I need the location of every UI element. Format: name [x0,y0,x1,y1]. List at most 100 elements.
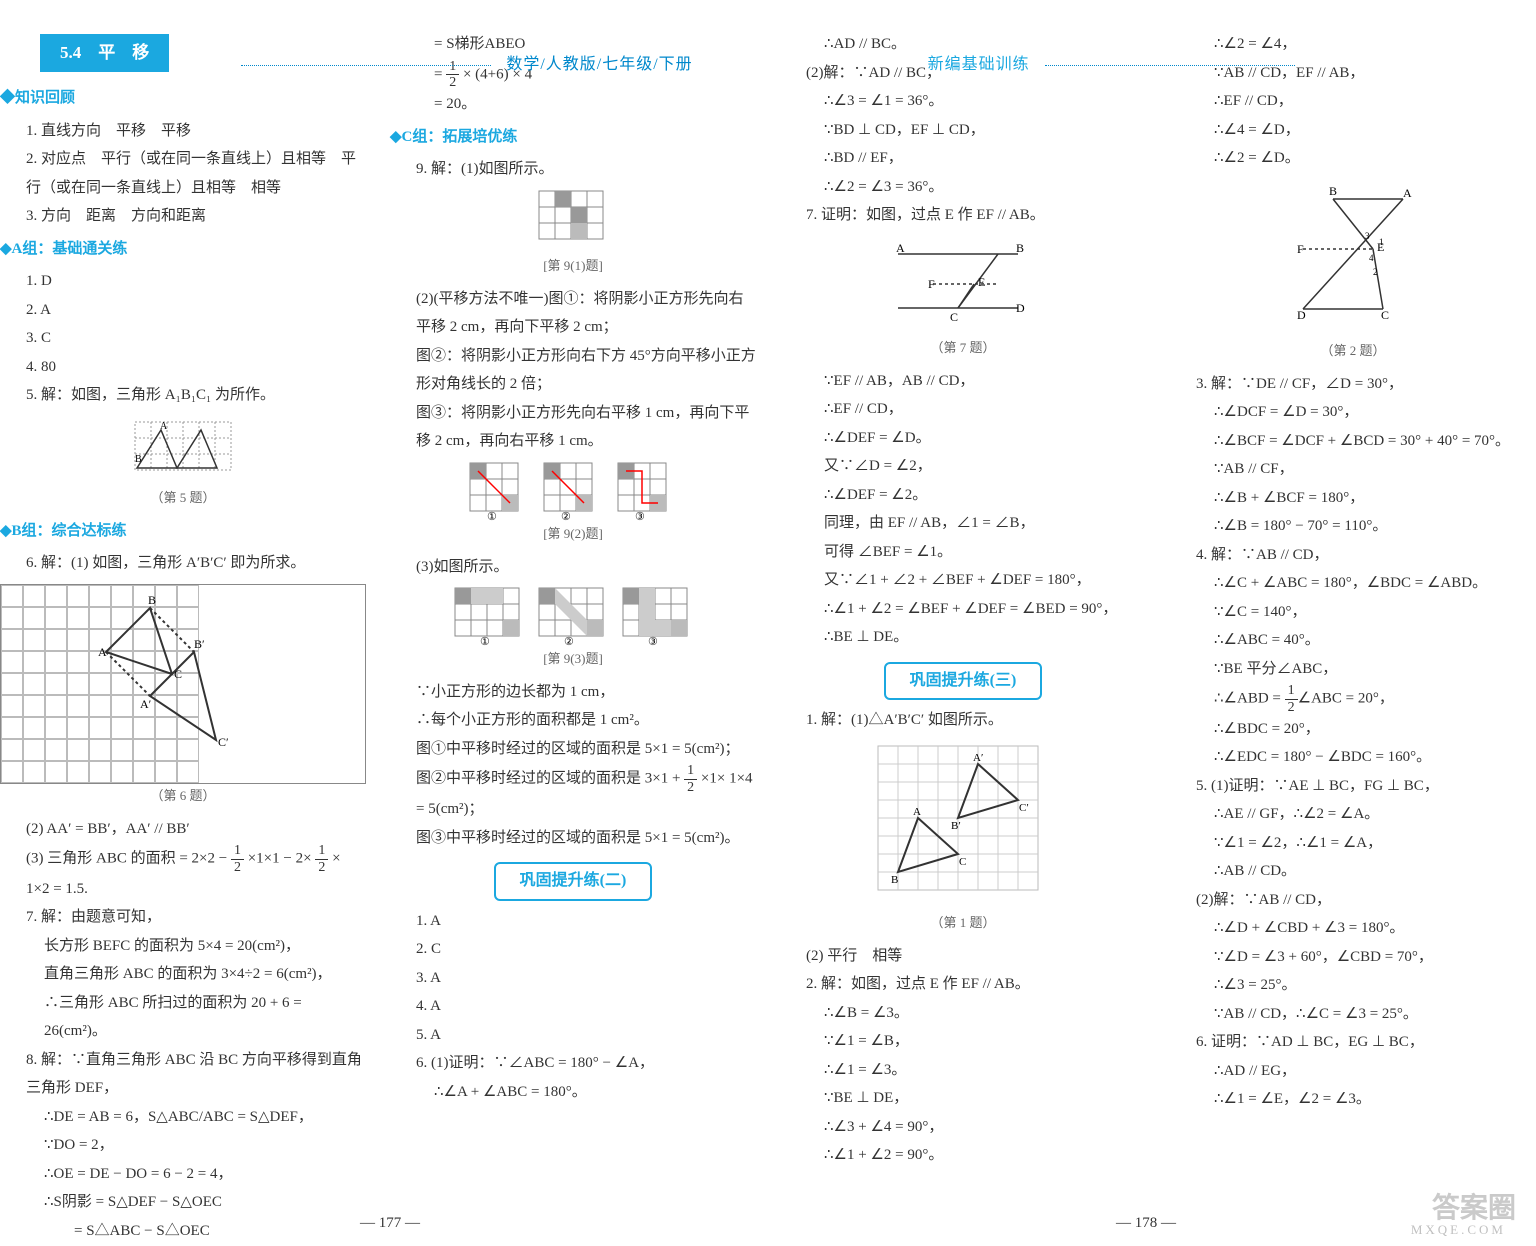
fig6-caption: （第 6 题） [0,784,366,809]
svg-text:A: A [1403,186,1412,200]
q2-caption: （第 2 题） [1170,339,1536,364]
p2-item: 3. A [390,964,756,993]
a-item: 3. C [0,324,366,353]
svg-text:C: C [950,310,958,324]
watermark-text: 答案圈 [1432,1186,1516,1226]
q4-line: ∴∠BDC = 20°， [1170,715,1536,744]
q4-line: ∴∠ABC = 40°。 [1170,626,1536,655]
b6-3: (3) 三角形 ABC 的面积 = 2×2 − 12 ×1×1 − 2× 12 … [0,843,366,903]
fig9-1-caption: [第 9(1)题] [390,254,756,279]
svg-text:A: A [896,241,905,255]
p3-2-line: ∴∠B = ∠3。 [780,999,1146,1028]
p7-line: ∴BE ⊥ DE。 [780,623,1146,652]
svg-text:B: B [148,593,156,607]
column-4: ∴∠2 = ∠4， ∵AB // CD，EF // AB， ∴EF // CD，… [1170,30,1536,1245]
q4-text: 4. 解：∵AB // CD， [1170,541,1536,570]
a-item: 2. A [0,296,366,325]
p3-2: 2. 解：如图，过点 E 作 EF // AB。 [780,970,1146,999]
p3-2-line: ∴∠1 = ∠3。 [780,1056,1146,1085]
p3-1b: (2) 平行 相等 [780,942,1146,971]
b7-line: 直角三角形 ABC 的面积为 3×4÷2 = 6(cm²)， [0,960,366,989]
svg-text:F: F [928,277,935,291]
svg-text:C′: C′ [218,735,229,749]
group-c-heading: ◆C组：拓展培优练 [390,123,756,152]
p2-6b: ∴∠A + ∠ABC = 180°。 [390,1078,756,1107]
q5-line: (2)解：∵AB // CD， [1170,886,1536,915]
svg-text:A: A [160,421,168,432]
q5-line: ∴AB // CD。 [1170,857,1536,886]
q4-line: ∵BE 平分∠ABC， [1170,655,1536,684]
c9-3: (3)如图所示。 [390,553,756,582]
b6-text: 6. 解：(1) 如图，三角形 A′B′C′ 即为所求。 [0,549,366,578]
svg-text:D: D [1297,308,1306,322]
svg-text:A: A [98,645,107,659]
column-2: = S梯形ABEO = 12 × (4+6) × 4 = 20。 ◆C组：拓展培… [390,30,756,1245]
svg-text:B: B [891,874,898,886]
p7-line: ∵EF // AB，AB // CD， [780,367,1146,396]
p2-item: 2. C [390,935,756,964]
b7-line: ∴三角形 ABC 所扫过的面积为 20 + 6 = 26(cm²)。 [0,989,366,1046]
p7-line: ∴∠DEF = ∠2。 [780,481,1146,510]
q3-text: 3. 解：∵DE // CF，∠D = 30°， [1170,370,1536,399]
c9-end: 图③中平移时经过的区域的面积是 5×1 = 5(cm²)。 [390,824,756,853]
svg-text:4: 4 [1369,253,1374,263]
p3-2-line: ∴∠3 + ∠4 = 90°， [780,1113,1146,1142]
svg-text:C: C [174,667,182,681]
b8-line: ∴S阴影 = S△DEF − S△OEC [0,1188,366,1217]
figure-q2: BA FE DC 34 12 （第 2 题） [1170,179,1536,364]
page-number-right: — 178 — [1116,1215,1176,1232]
figure-9-3: ① ② ③ [第 9(3)题] [390,587,756,672]
practice-3-title: 巩固提升练(三) [884,662,1043,700]
group-a-heading: ◆A组：基础通关练 [0,235,366,264]
p7-line: ∴∠DEF = ∠D。 [780,424,1146,453]
q5-line: ∴∠3 = 25°。 [1170,971,1536,1000]
b8-line: ∴DE = AB = 6，S△ABC/ABC = S△DEF， [0,1103,366,1132]
p7-line: 又∵∠D = ∠2， [780,452,1146,481]
q5-line: ∴AE // GF，∴∠2 = ∠A。 [1170,800,1536,829]
svg-text:①: ① [487,511,497,522]
header-center: 数学/人教版/七年级/下册 [506,56,692,73]
b8-line: = S△ABC − S△OEC [0,1217,366,1246]
q5-line: ∵∠D = ∠3 + 60°，∠CBD = 70°， [1170,943,1536,972]
watermark-url: MXQE.COM [1411,1222,1506,1238]
q4-line: ∵∠C = 140°， [1170,598,1536,627]
p7-line: 可得 ∠BEF = ∠1。 [780,538,1146,567]
q4-line: ∴∠C + ∠ABC = 180°，∠BDC = ∠ABD。 [1170,569,1536,598]
c9-2: (2)(平移方法不唯一)图①：将阴影小正方形先向右平移 2 cm，再向下平移 2… [390,285,756,342]
fig5-caption: （第 5 题） [0,486,366,511]
c9-end: ∵小正方形的边长都为 1 cm， [390,678,756,707]
p3-2-line: ∵BE ⊥ DE， [780,1084,1146,1113]
c9-text: 9. 解：(1)如图所示。 [390,155,756,184]
q6-line: ∴∠1 = ∠E，∠2 = ∠3。 [1170,1085,1536,1114]
figure-9-2: ① ② ③ [第 9(2)题] [390,462,756,547]
fig5-svg: BA [133,420,233,472]
c9-end: 图①中平移时经过的区域的面积是 5×1 = 5(cm²)； [390,735,756,764]
svg-text:C: C [959,856,966,868]
column-3: ∴AD // BC。 (2)解：∵AD // BC， ∴∠3 = ∠1 = 36… [780,30,1146,1245]
kr-item: 3. 方向 距离 方向和距离 [0,202,366,231]
svg-text:B: B [1329,184,1337,198]
p7-line: ∴EF // CD， [780,395,1146,424]
p7-line: ∴∠1 + ∠2 = ∠BEF + ∠DEF = ∠BED = 90°， [780,595,1146,624]
svg-text:C′: C′ [1019,802,1029,814]
c9-2b: 图②：将阴影小正方形向右下方 45°方向平移小正方形对角线长的 2 倍； [390,342,756,399]
group-b-heading: ◆B组：综合达标练 [0,517,366,546]
q4-line: ∴∠ABD = 12∠ABC = 20°， [1170,683,1536,715]
c3-line: ∴BD // EF， [780,144,1146,173]
c3-line: ∴∠3 = ∠1 = 36°。 [780,87,1146,116]
svg-text:A′: A′ [140,697,152,711]
fig9-3-caption: [第 9(3)题] [390,647,756,672]
c4-top: ∴EF // CD， [1170,87,1536,116]
svg-text:②: ② [561,511,571,522]
svg-text:3: 3 [1365,231,1370,241]
fig9-2-caption: [第 9(2)题] [390,522,756,547]
svg-text:E: E [978,275,985,289]
b8-text: 8. 解：∵直角三角形 ABC 沿 BC 方向平移得到直角三角形 DEF， [0,1046,366,1103]
svg-text:B: B [135,454,142,465]
column-1: 5.4 平 移 ◆知识回顾 1. 直线方向 平移 平移 2. 对应点 平行（或在… [0,30,366,1245]
p2-item: 5. A [390,1021,756,1050]
q3-line: ∵AB // CF， [1170,455,1536,484]
q3-line: ∴∠B + ∠BCF = 180°， [1170,484,1536,513]
svg-text:A: A [913,806,921,818]
fig6-triangles: ABC A′B′C′ [84,586,282,784]
